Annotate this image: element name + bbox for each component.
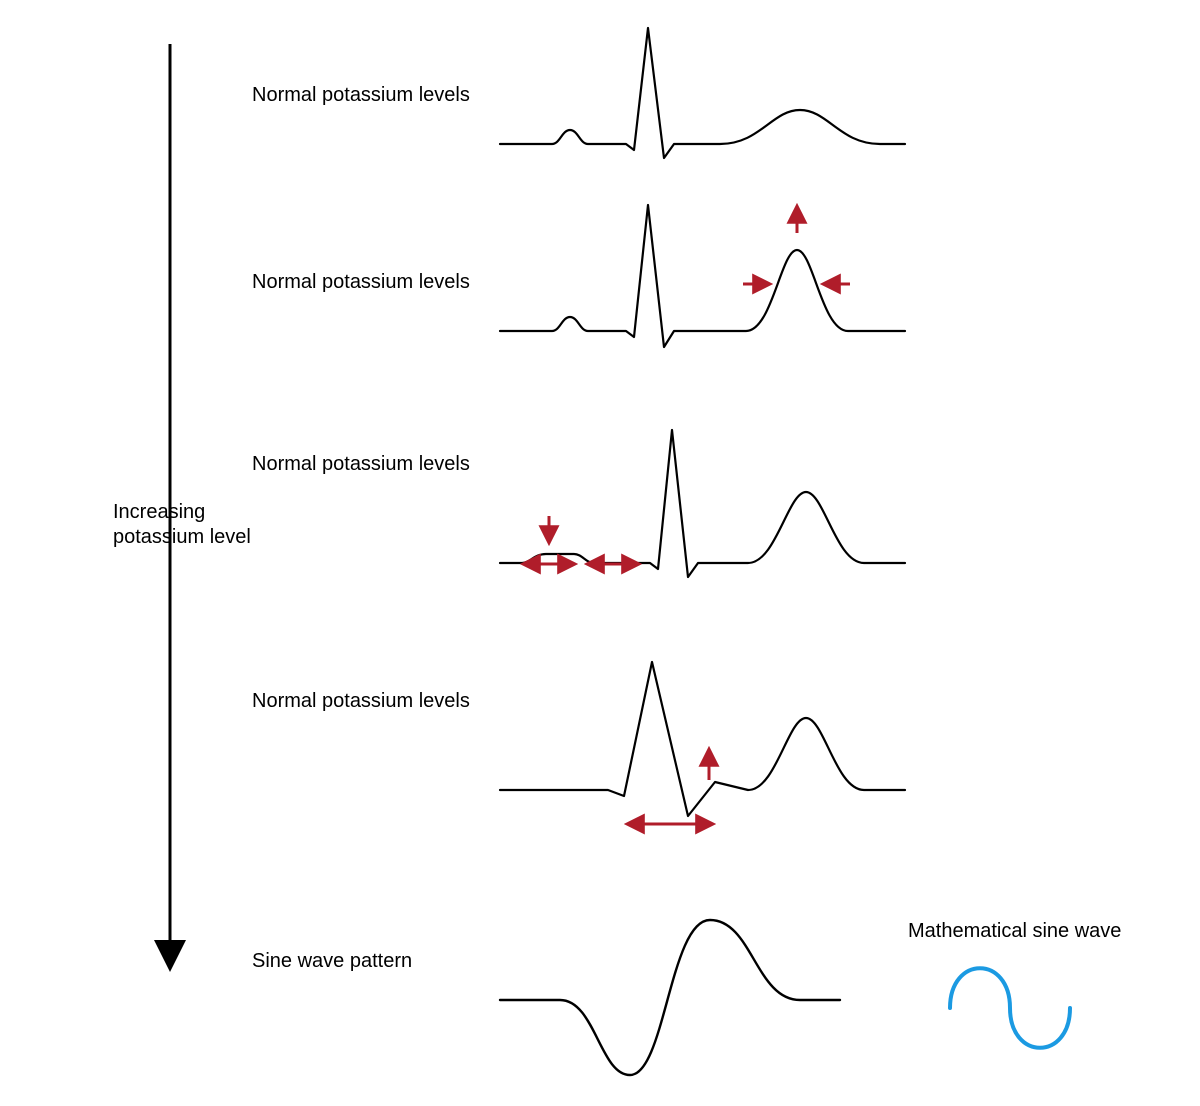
ecg-stage4	[500, 662, 905, 816]
ecg-stage3	[500, 430, 905, 577]
stage-label-5: Sine wave pattern	[252, 950, 412, 973]
diagram-canvas: Increasing potassium level Normal potass…	[0, 0, 1200, 1106]
axis-label: Increasing potassium level	[113, 500, 251, 550]
stage-label-4: Normal potassium levels	[252, 690, 470, 713]
ecg-stage1	[500, 28, 905, 158]
stage-label-2: Normal potassium levels	[252, 271, 470, 294]
stage-label-1: Normal potassium levels	[252, 84, 470, 107]
annotations-stage4	[628, 750, 712, 824]
sine-inset	[950, 968, 1070, 1048]
sine-caption: Mathematical sine wave	[908, 920, 1121, 943]
ecg-stage5	[500, 920, 840, 1075]
stage-label-3: Normal potassium levels	[252, 453, 470, 476]
annotations-stage2	[743, 207, 850, 284]
ecg-stage2	[500, 205, 905, 347]
